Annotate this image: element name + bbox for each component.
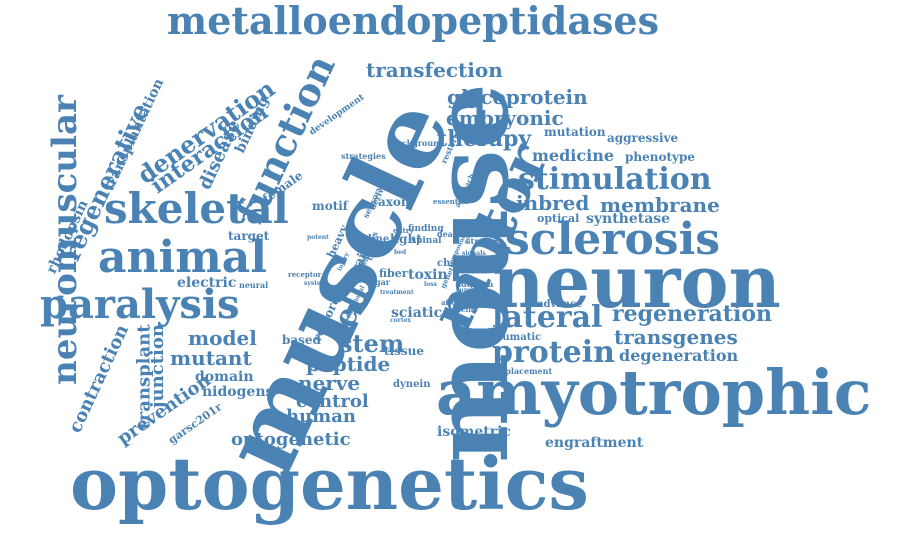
word: survival xyxy=(456,287,483,294)
word: mutation xyxy=(544,125,606,139)
word: phenotype xyxy=(625,150,696,164)
word: neuron xyxy=(492,239,781,324)
word: motif xyxy=(312,199,348,213)
word: axon xyxy=(378,195,410,209)
word: based xyxy=(282,333,321,347)
word: target xyxy=(228,229,270,243)
word: model xyxy=(188,326,257,350)
word: spinal xyxy=(411,236,442,246)
word: lateral xyxy=(492,300,603,335)
word: synthetase xyxy=(586,211,671,227)
word: advance xyxy=(537,299,583,310)
word: control xyxy=(296,391,369,412)
word: protein xyxy=(492,335,615,370)
word: therapy xyxy=(437,126,532,152)
word: skeletal xyxy=(104,184,289,233)
word: signals xyxy=(462,250,486,257)
word: amyotrophic xyxy=(436,356,872,429)
word: strategies xyxy=(341,151,386,161)
word: optical xyxy=(537,212,580,225)
word: affect xyxy=(441,298,464,307)
word: degeneration xyxy=(619,346,739,365)
word: animal xyxy=(98,232,267,283)
word: fiber xyxy=(379,267,408,280)
word: transplant xyxy=(133,324,155,430)
word: essential xyxy=(433,197,468,206)
word: light xyxy=(390,232,422,246)
word: embryonic xyxy=(446,106,564,130)
word: inbred xyxy=(516,191,590,215)
word: medicine xyxy=(532,146,615,165)
word: regeneration xyxy=(612,301,772,327)
word: potent xyxy=(307,234,329,241)
word: mutant xyxy=(170,346,252,370)
word: death xyxy=(437,229,463,239)
word: aggressive xyxy=(607,131,679,145)
word: electric xyxy=(177,275,237,291)
word: glycoprotein xyxy=(447,85,588,109)
word: dynein xyxy=(393,379,431,390)
word: addition xyxy=(456,279,494,289)
word: chain xyxy=(437,258,468,269)
word: sciatic xyxy=(391,305,443,321)
word: nerve xyxy=(298,371,361,395)
word: neural xyxy=(239,280,269,290)
word: optogenetic xyxy=(231,429,351,450)
word: optogenetics xyxy=(70,441,589,526)
word: nidogens xyxy=(202,384,274,400)
word: isometric xyxy=(437,424,511,440)
word: receptor xyxy=(288,270,322,279)
word: traumatic xyxy=(486,332,542,343)
word: system xyxy=(304,280,328,287)
word: strategy xyxy=(466,236,503,246)
word: transgenes xyxy=(614,325,738,349)
word: cortex xyxy=(390,317,411,324)
word: replacement xyxy=(496,366,553,376)
word: toxin xyxy=(408,267,448,283)
word: loss xyxy=(424,281,438,288)
word: line xyxy=(368,234,390,245)
word: engraftment xyxy=(545,435,644,451)
word: transfection xyxy=(366,58,503,82)
word: gar xyxy=(375,277,390,287)
word: finding xyxy=(408,224,444,234)
word: human xyxy=(286,406,356,427)
word: sclerosis xyxy=(505,214,721,265)
word: specific xyxy=(448,305,478,314)
word: peptide xyxy=(306,352,391,376)
word: background xyxy=(391,138,445,148)
word: paralysis xyxy=(40,281,240,328)
word: stem xyxy=(339,329,405,358)
word: membrane xyxy=(600,193,720,217)
word: metalloendopeptidases xyxy=(167,0,659,43)
word: domain xyxy=(195,369,254,385)
word: entry xyxy=(393,226,414,235)
word: bed xyxy=(394,249,407,256)
word: stimulation xyxy=(518,162,712,197)
word: atrophy xyxy=(463,258,494,267)
word: tissue xyxy=(384,344,424,358)
word: treatment xyxy=(380,289,414,296)
